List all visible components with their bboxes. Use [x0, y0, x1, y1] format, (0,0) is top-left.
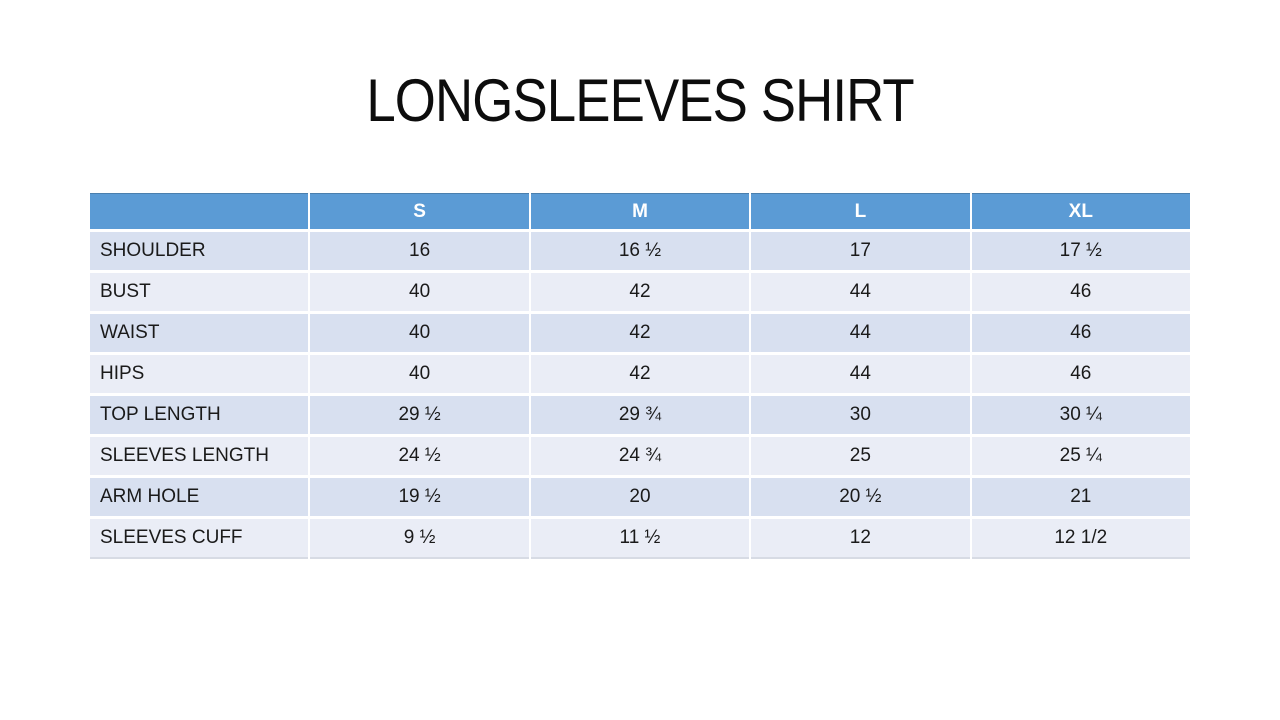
value-cell: 44 [751, 314, 970, 352]
table-row: SLEEVES LENGTH 24 ½ 24 ¾ 25 25 ¼ [90, 437, 1190, 475]
value-cell: 29 ¾ [530, 396, 750, 434]
row-label-cell: SHOULDER [90, 232, 309, 270]
value-cell: 21 [971, 478, 1190, 516]
table-row: TOP LENGTH 29 ½ 29 ¾ 30 30 ¼ [90, 396, 1190, 434]
value-cell: 42 [530, 355, 750, 393]
value-cell: 29 ½ [310, 396, 529, 434]
page-title: LONGSLEEVES SHIRT [366, 67, 914, 134]
value-cell: 9 ½ [310, 519, 529, 559]
value-cell: 42 [530, 314, 750, 352]
table-row: ARM HOLE 19 ½ 20 20 ½ 21 [90, 478, 1190, 516]
value-cell: 30 ¼ [971, 396, 1190, 434]
header-cell-size: XL [971, 193, 1190, 229]
value-cell: 17 [751, 232, 970, 270]
value-cell: 25 ¼ [971, 437, 1190, 475]
row-label-cell: ARM HOLE [90, 478, 309, 516]
value-cell: 19 ½ [310, 478, 529, 516]
row-label-cell: SLEEVES CUFF [90, 519, 309, 559]
value-cell: 40 [310, 273, 529, 311]
value-cell: 44 [751, 355, 970, 393]
value-cell: 20 ½ [751, 478, 970, 516]
header-row: S M L XL [90, 193, 1190, 229]
value-cell: 46 [971, 355, 1190, 393]
size-chart-table: S M L XL SHOULDER 16 16 ½ 17 17 ½ BUST 40 42 44 46 WA… [88, 190, 1192, 562]
value-cell: 17 ½ [971, 232, 1190, 270]
title-wrap: LONGSLEEVES SHIRT [0, 66, 1280, 135]
value-cell: 24 ½ [310, 437, 529, 475]
table-row: WAIST 40 42 44 46 [90, 314, 1190, 352]
value-cell: 40 [310, 355, 529, 393]
row-label-cell: WAIST [90, 314, 309, 352]
row-label-cell: HIPS [90, 355, 309, 393]
value-cell: 12 [751, 519, 970, 559]
value-cell: 42 [530, 273, 750, 311]
value-cell: 16 ½ [530, 232, 750, 270]
value-cell: 25 [751, 437, 970, 475]
row-label-cell: TOP LENGTH [90, 396, 309, 434]
value-cell: 30 [751, 396, 970, 434]
table-row: HIPS 40 42 44 46 [90, 355, 1190, 393]
value-cell: 20 [530, 478, 750, 516]
table-row: SHOULDER 16 16 ½ 17 17 ½ [90, 232, 1190, 270]
value-cell: 46 [971, 314, 1190, 352]
value-cell: 24 ¾ [530, 437, 750, 475]
value-cell: 46 [971, 273, 1190, 311]
table-row: SLEEVES CUFF 9 ½ 11 ½ 12 12 1/2 [90, 519, 1190, 559]
table-row: BUST 40 42 44 46 [90, 273, 1190, 311]
row-label-cell: SLEEVES LENGTH [90, 437, 309, 475]
value-cell: 44 [751, 273, 970, 311]
header-cell-blank [90, 193, 309, 229]
value-cell: 16 [310, 232, 529, 270]
value-cell: 12 1/2 [971, 519, 1190, 559]
size-chart-header: S M L XL [90, 193, 1190, 229]
header-cell-size: S [310, 193, 529, 229]
header-cell-size: L [751, 193, 970, 229]
value-cell: 11 ½ [530, 519, 750, 559]
value-cell: 40 [310, 314, 529, 352]
header-cell-size: M [530, 193, 750, 229]
size-chart-body: SHOULDER 16 16 ½ 17 17 ½ BUST 40 42 44 46 WAIST 40 4… [90, 232, 1190, 559]
row-label-cell: BUST [90, 273, 309, 311]
